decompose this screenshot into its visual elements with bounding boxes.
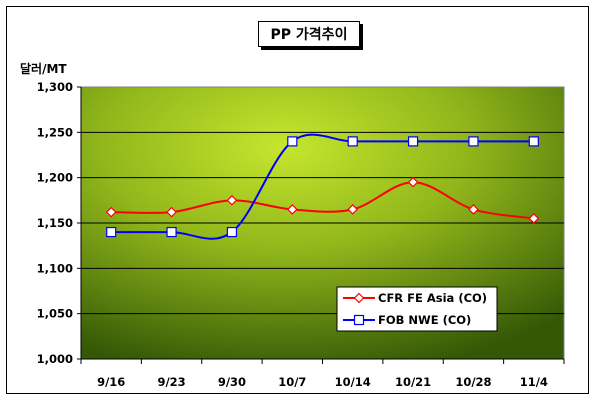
y-axis-unit-label: 달러/MT — [20, 62, 67, 76]
x-tick-label: 10/28 — [455, 375, 491, 389]
data-point — [407, 176, 419, 188]
x-tick-label: 10/21 — [395, 375, 431, 389]
data-point — [468, 204, 479, 215]
data-point — [347, 136, 358, 147]
y-tick-label: 1,300 — [37, 80, 73, 94]
data-point — [226, 194, 238, 206]
data-point — [407, 136, 419, 147]
data-point — [166, 226, 177, 238]
legend-marker — [353, 292, 365, 304]
legend: CFR FE Asia (CO) FOB NWE (CO) — [336, 286, 498, 332]
data-point — [468, 136, 479, 147]
legend-marker — [353, 314, 365, 326]
series-line-1 — [111, 181, 534, 220]
y-tick-label: 1,200 — [37, 171, 73, 185]
legend-label: FOB NWE (CO) — [378, 313, 471, 327]
y-tick-label: 1,050 — [37, 307, 73, 321]
y-tick-label: 1,150 — [37, 216, 73, 230]
data-point — [528, 213, 540, 224]
data-point — [105, 206, 117, 218]
x-tick-label: 9/30 — [218, 375, 246, 389]
x-tick-label: 11/4 — [520, 375, 548, 389]
series-line-2 — [111, 133, 534, 240]
chart-title: PP 가격추이 — [258, 21, 360, 47]
data-point — [347, 204, 359, 215]
x-tick-label: 9/23 — [157, 375, 185, 389]
data-point — [286, 204, 298, 215]
data-point — [106, 226, 117, 238]
data-point — [287, 136, 298, 147]
y-tick-label: 1,000 — [37, 352, 73, 366]
x-tick-label: 10/14 — [335, 375, 371, 389]
y-tick-label: 1,100 — [37, 261, 73, 275]
data-point — [166, 206, 177, 218]
data-point — [226, 226, 238, 238]
x-tick-label: 10/7 — [278, 375, 306, 389]
legend-label: CFR FE Asia (CO) — [378, 291, 487, 305]
y-tick-label: 1,250 — [37, 125, 73, 139]
x-tick-label: 9/16 — [97, 375, 125, 389]
data-point — [528, 136, 539, 147]
